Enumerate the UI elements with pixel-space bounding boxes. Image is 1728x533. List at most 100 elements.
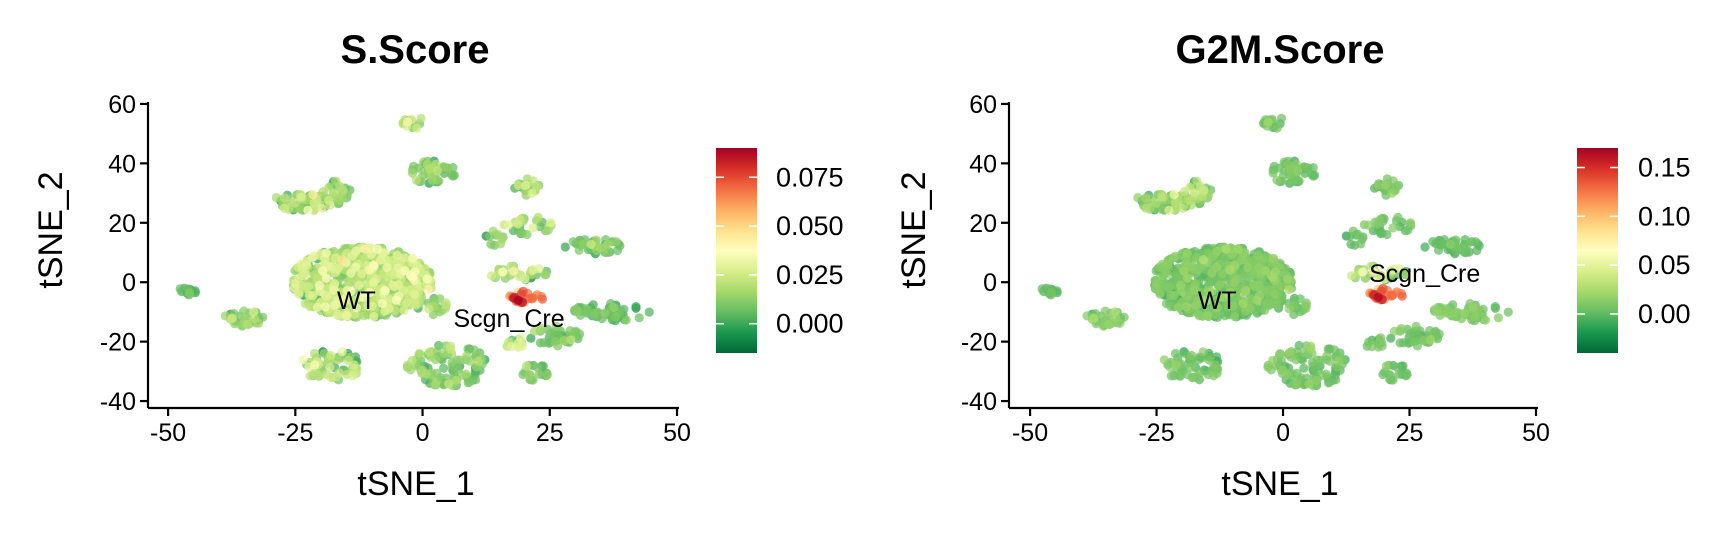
- data-point: [1157, 204, 1167, 214]
- data-point: [357, 269, 367, 279]
- data-point: [1373, 180, 1383, 191]
- colorbar-tick-label: 0.05: [1638, 250, 1691, 280]
- data-point: [239, 306, 249, 316]
- y-axis-title: tSNE_2: [32, 171, 70, 288]
- data-point: [1468, 302, 1478, 312]
- data-point: [407, 355, 417, 366]
- data-point: [559, 336, 569, 346]
- data-point: [1449, 308, 1460, 318]
- data-point: [1272, 123, 1282, 133]
- data-point: [1357, 234, 1367, 244]
- data-point: [1190, 300, 1201, 310]
- data-point: [1100, 306, 1110, 316]
- data-point: [462, 351, 472, 361]
- data-point: [1215, 280, 1225, 290]
- data-point: [400, 253, 410, 263]
- data-point: [1431, 305, 1441, 315]
- data-point: [1157, 192, 1167, 202]
- data-point: [1373, 292, 1383, 302]
- data-point: [1166, 290, 1176, 300]
- data-point: [603, 239, 613, 249]
- data-point: [1441, 308, 1451, 318]
- data-point: [1202, 311, 1212, 321]
- data-point: [295, 204, 306, 214]
- data-point: [1268, 355, 1278, 366]
- data-point: [1270, 289, 1280, 299]
- data-point: [416, 281, 426, 291]
- data-point: [1198, 255, 1208, 265]
- data-point: [303, 205, 313, 215]
- data-point: [1194, 309, 1204, 319]
- data-point: [1141, 193, 1151, 203]
- data-point: [1301, 300, 1311, 310]
- data-point: [1278, 365, 1288, 375]
- data-point: [528, 223, 538, 233]
- data-point: [333, 355, 343, 365]
- data-point: [317, 203, 327, 213]
- data-point: [1170, 198, 1180, 208]
- data-point: [610, 312, 621, 322]
- data-point: [1388, 223, 1398, 233]
- data-point: [391, 295, 401, 305]
- data-point: [497, 234, 507, 244]
- data-point: [271, 193, 281, 203]
- data-point: [377, 298, 388, 309]
- data-point: [1373, 219, 1383, 229]
- data-point: [348, 371, 358, 381]
- data-point: [296, 192, 306, 202]
- data-point: [432, 166, 442, 176]
- data-point: [446, 344, 456, 354]
- data-point: [609, 302, 619, 312]
- data-point: [184, 288, 195, 298]
- data-point: [1262, 298, 1273, 308]
- data-point: [1284, 304, 1294, 314]
- data-point: [1151, 283, 1161, 293]
- data-point: [227, 313, 237, 324]
- data-point: [1228, 301, 1238, 311]
- data-point: [631, 302, 641, 312]
- data-point: [1299, 363, 1309, 373]
- data-point: [1163, 260, 1173, 270]
- data-point: [1405, 329, 1415, 339]
- data-point: [1229, 278, 1239, 288]
- y-tick-label: -40: [100, 388, 136, 416]
- data-point: [341, 311, 351, 321]
- data-point: [392, 250, 402, 260]
- data-point: [1186, 262, 1196, 272]
- data-point: [1245, 303, 1255, 314]
- data-point: [1438, 239, 1448, 249]
- data-point: [1245, 294, 1255, 304]
- data-point: [1182, 291, 1192, 301]
- data-point: [354, 280, 364, 290]
- data-point: [1426, 335, 1436, 345]
- data-point: [1182, 273, 1192, 283]
- data-point: [1187, 373, 1197, 383]
- data-point: [424, 304, 434, 314]
- colorbar: [716, 148, 757, 353]
- data-point: [337, 347, 347, 357]
- data-point: [473, 356, 483, 366]
- data-point: [518, 369, 528, 380]
- data-point: [1462, 239, 1472, 249]
- data-point: [1225, 288, 1235, 298]
- x-tick-label: 0: [416, 419, 430, 447]
- data-point: [1263, 117, 1273, 127]
- data-point: [305, 371, 315, 381]
- data-point: [1225, 265, 1235, 275]
- data-point: [448, 171, 458, 181]
- x-tick-label: -50: [150, 419, 186, 447]
- data-point: [1325, 377, 1335, 387]
- data-point: [533, 212, 543, 222]
- data-point: [304, 290, 314, 300]
- data-point: [411, 300, 421, 310]
- data-point: [444, 379, 454, 389]
- data-point: [318, 266, 328, 276]
- data-point: [309, 348, 319, 359]
- data-point: [1503, 307, 1513, 317]
- data-point: [596, 243, 606, 253]
- color-legend: 0.000 0.025 0.050 0.075: [716, 148, 844, 353]
- colorbar: [1577, 148, 1618, 353]
- data-point: [1333, 356, 1343, 366]
- cluster-labels: WT Scgn_Cre: [1198, 260, 1480, 315]
- data-point: [1406, 218, 1416, 228]
